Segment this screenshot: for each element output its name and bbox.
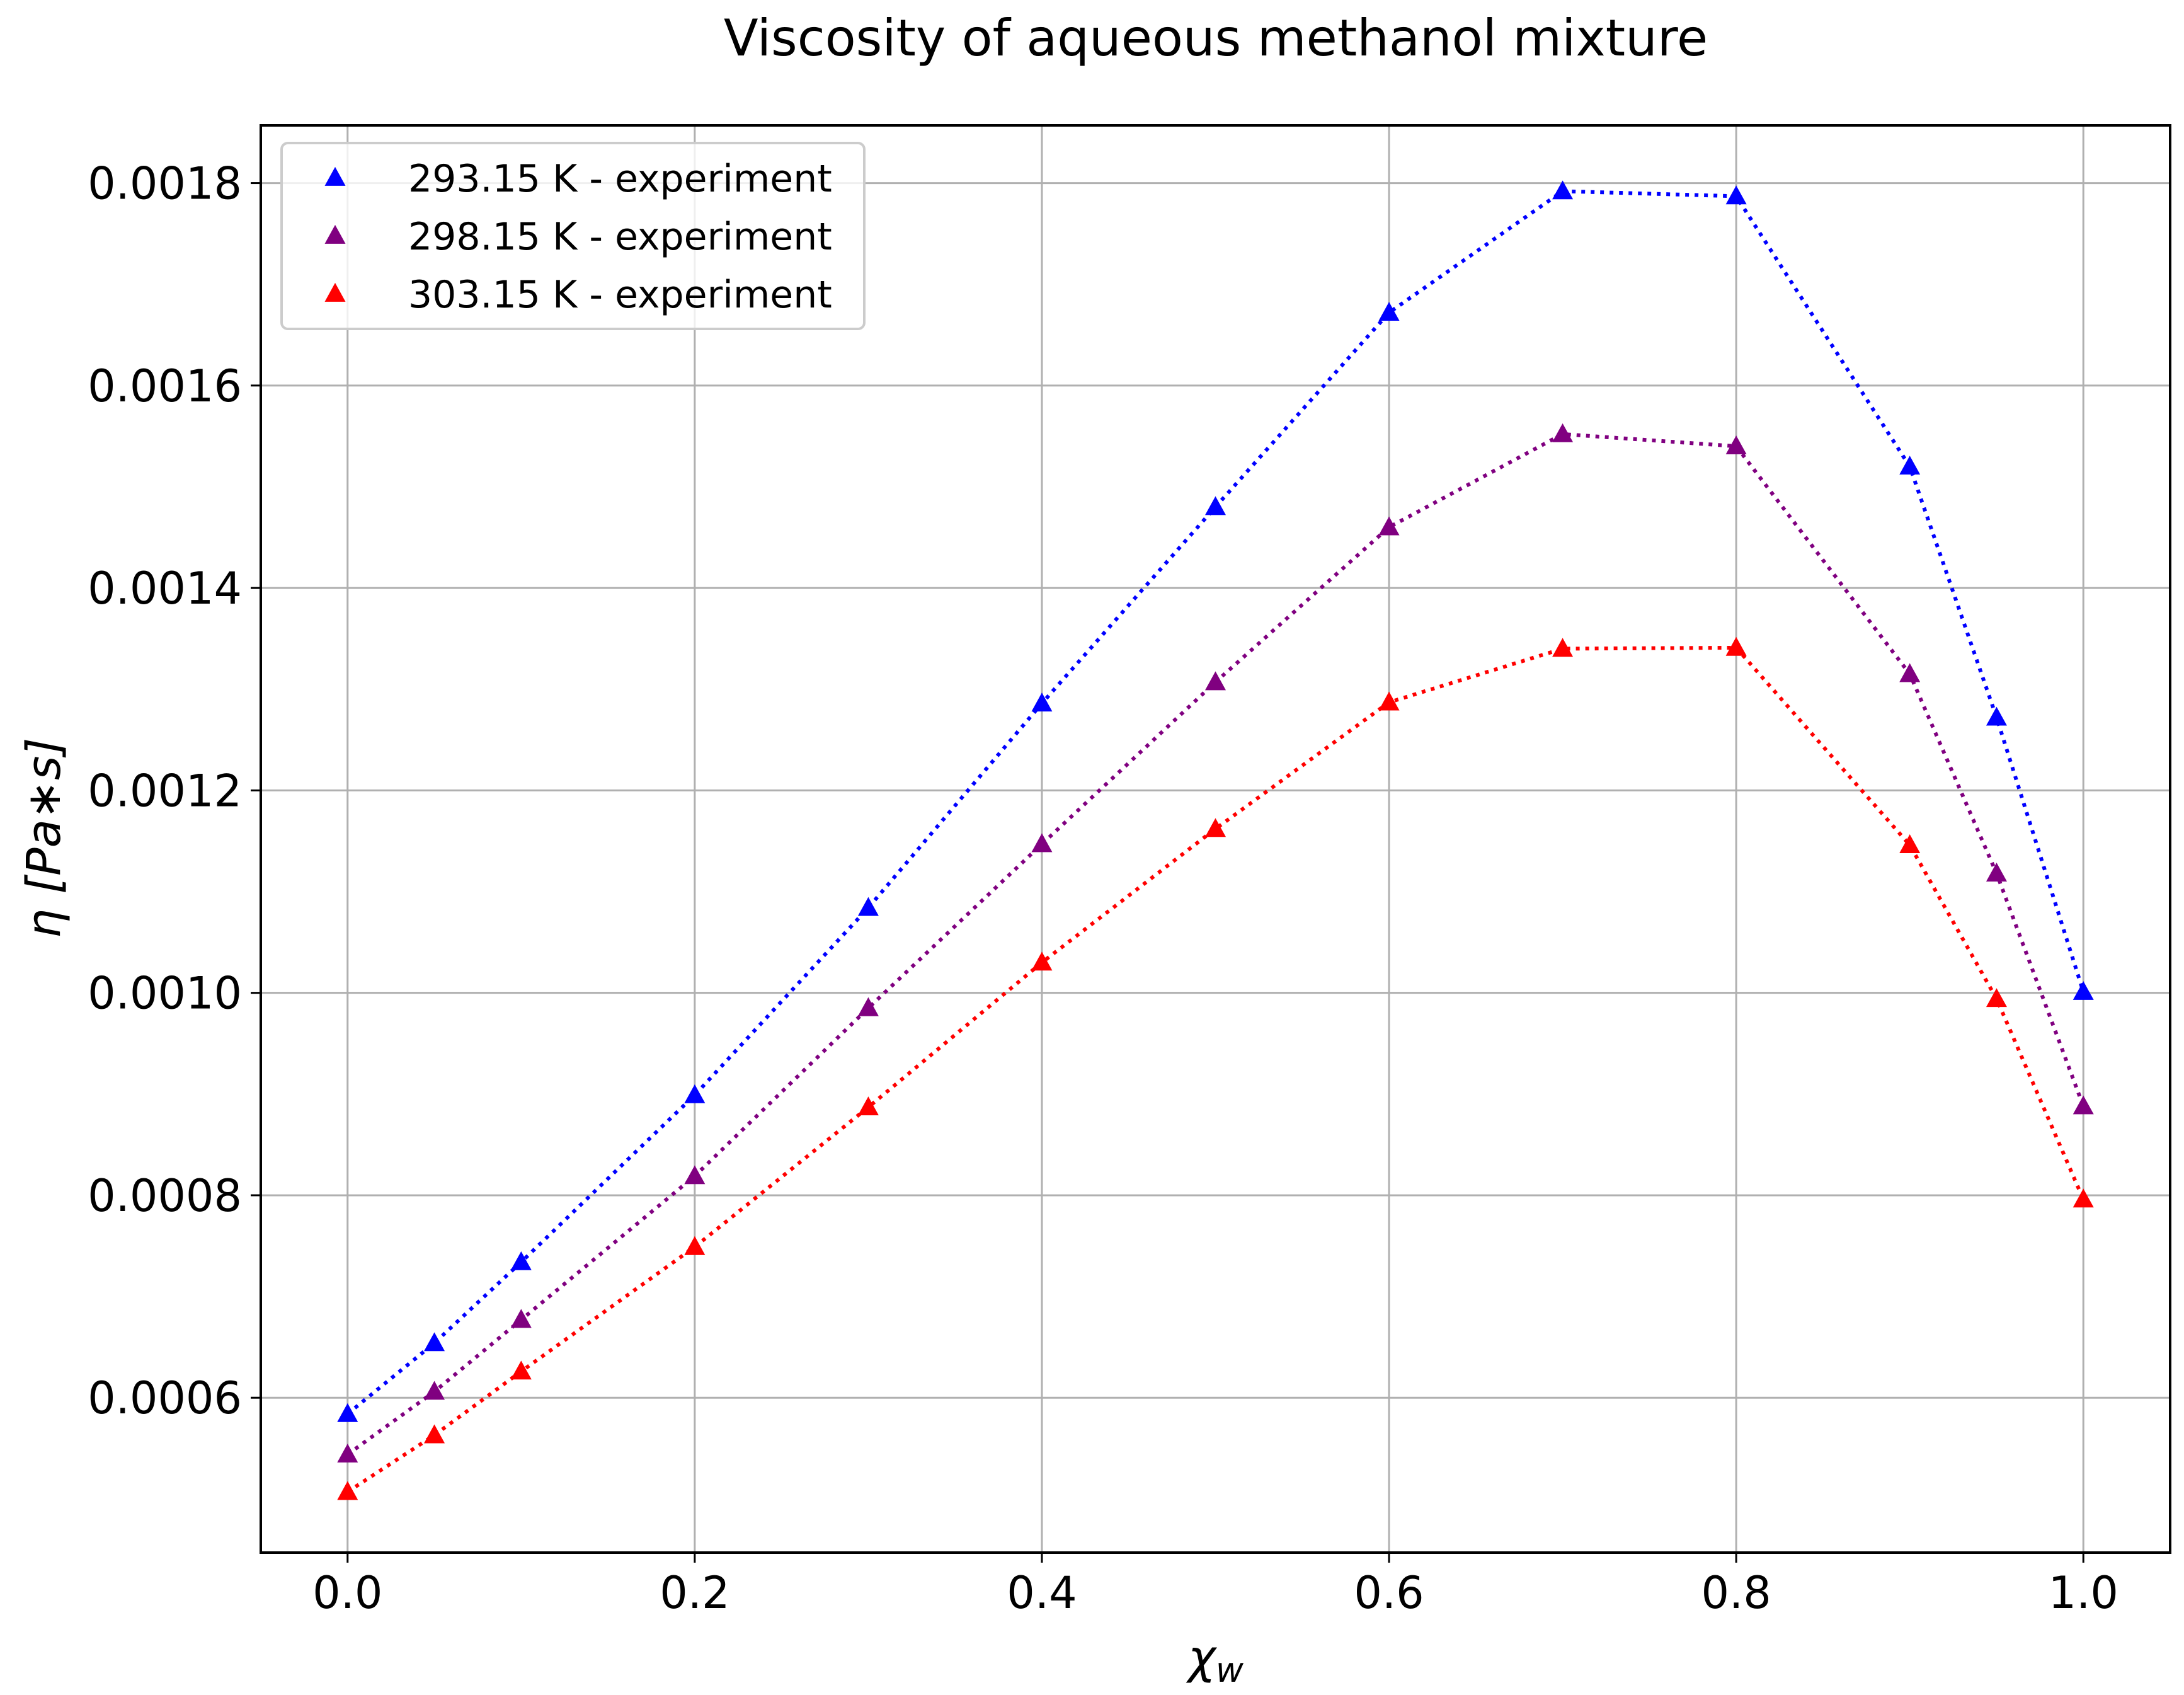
y-axis-label: η [Pa∗s] xyxy=(17,738,71,939)
y-tick-label: 0.0018 xyxy=(88,158,242,210)
data-point-marker xyxy=(1205,496,1226,515)
legend-marker xyxy=(324,282,346,302)
legend-label: 293.15 K - experiment xyxy=(408,157,832,201)
legend-entry: 298.15 K - experiment xyxy=(324,215,832,259)
data-point-marker xyxy=(1899,834,1921,853)
y-tick-label: 0.0016 xyxy=(88,360,242,412)
plot-area-frame xyxy=(260,124,2171,1554)
data-point-marker xyxy=(1725,636,1747,656)
legend-marker xyxy=(324,224,346,244)
data-point-marker xyxy=(857,1096,879,1116)
legend-label: 303.15 K - experiment xyxy=(408,273,832,317)
y-tick-label: 0.0010 xyxy=(88,968,242,1020)
legend-label: 298.15 K - experiment xyxy=(408,215,832,259)
x-axis-label-main: χ xyxy=(1186,1630,1218,1684)
chart-title: Viscosity of aqueous methanol mixture xyxy=(724,9,1708,67)
data-point-marker xyxy=(510,1360,532,1380)
data-point-marker xyxy=(1205,818,1226,837)
legend-marker xyxy=(324,166,346,186)
data-point-marker xyxy=(1899,663,1921,682)
data-point-marker xyxy=(1986,988,2007,1008)
data-point-marker xyxy=(510,1309,532,1328)
y-axis-ticks: 0.0006 0.0008 0.0010 0.0012 0.0014 0.0016 0.00… xyxy=(88,158,261,1424)
data-point-marker xyxy=(1986,863,2007,882)
series-2 xyxy=(337,423,2094,1463)
x-tick-label: 0.2 xyxy=(660,1567,729,1619)
y-tick-label: 0.0006 xyxy=(88,1372,242,1424)
legend-entry: 303.15 K - experiment xyxy=(324,273,832,317)
data-point-marker xyxy=(2073,980,2094,1000)
x-tick-label: 0.0 xyxy=(312,1567,382,1619)
legend: 293.15 K - experiment 298.15 K - experime… xyxy=(280,142,866,330)
data-point-marker xyxy=(857,997,879,1016)
data-point-marker xyxy=(857,897,879,916)
data-point-marker xyxy=(1378,302,1400,321)
data-point-marker xyxy=(1378,691,1400,711)
data-point-marker xyxy=(337,1403,358,1422)
x-tick-label: 0.6 xyxy=(1354,1567,1424,1619)
x-axis-ticks: 0.0 0.2 0.4 0.6 0.8 1.0 xyxy=(312,1553,2118,1619)
data-point-marker xyxy=(1899,456,1921,475)
data-point-marker xyxy=(1552,423,1574,442)
x-tick-label: 0.4 xyxy=(1007,1567,1077,1619)
y-tick-label: 0.0008 xyxy=(88,1170,242,1222)
data-point-marker xyxy=(337,1444,358,1463)
x-tick-label: 1.0 xyxy=(2049,1567,2118,1619)
data-point-marker xyxy=(1378,516,1400,536)
data-series xyxy=(337,180,2094,1500)
x-axis-label-subscript: w xyxy=(1216,1650,1244,1690)
series-1 xyxy=(337,180,2094,1422)
data-point-marker xyxy=(1725,185,1747,205)
legend-entries: 293.15 K - experiment 298.15 K - experime… xyxy=(324,157,832,317)
x-tick-label: 0.8 xyxy=(1701,1567,1771,1619)
y-tick-label: 0.0014 xyxy=(88,563,242,614)
data-point-marker xyxy=(2073,1188,2094,1208)
data-point-marker xyxy=(510,1251,532,1270)
data-point-marker xyxy=(1986,706,2007,726)
y-tick-label: 0.0012 xyxy=(88,765,242,817)
data-point-marker xyxy=(684,1236,706,1255)
data-point-marker xyxy=(1031,833,1053,853)
data-point-marker xyxy=(1552,180,1574,200)
data-point-marker xyxy=(1552,638,1574,657)
data-point-marker xyxy=(424,1332,445,1352)
legend-box xyxy=(280,142,866,330)
legend-entry: 293.15 K - experiment xyxy=(324,157,832,201)
data-point-marker xyxy=(1725,435,1747,455)
data-point-marker xyxy=(2073,1095,2094,1115)
series-3 xyxy=(337,636,2094,1500)
data-point-marker xyxy=(337,1481,358,1500)
data-point-marker xyxy=(424,1424,445,1444)
data-point-marker xyxy=(1031,692,1053,712)
data-point-marker xyxy=(1205,671,1226,691)
data-point-marker xyxy=(1031,951,1053,971)
data-point-marker xyxy=(424,1381,445,1400)
data-point-marker xyxy=(684,1084,706,1103)
x-axis-label: χw xyxy=(1186,1630,1244,1690)
data-point-marker xyxy=(684,1165,706,1185)
